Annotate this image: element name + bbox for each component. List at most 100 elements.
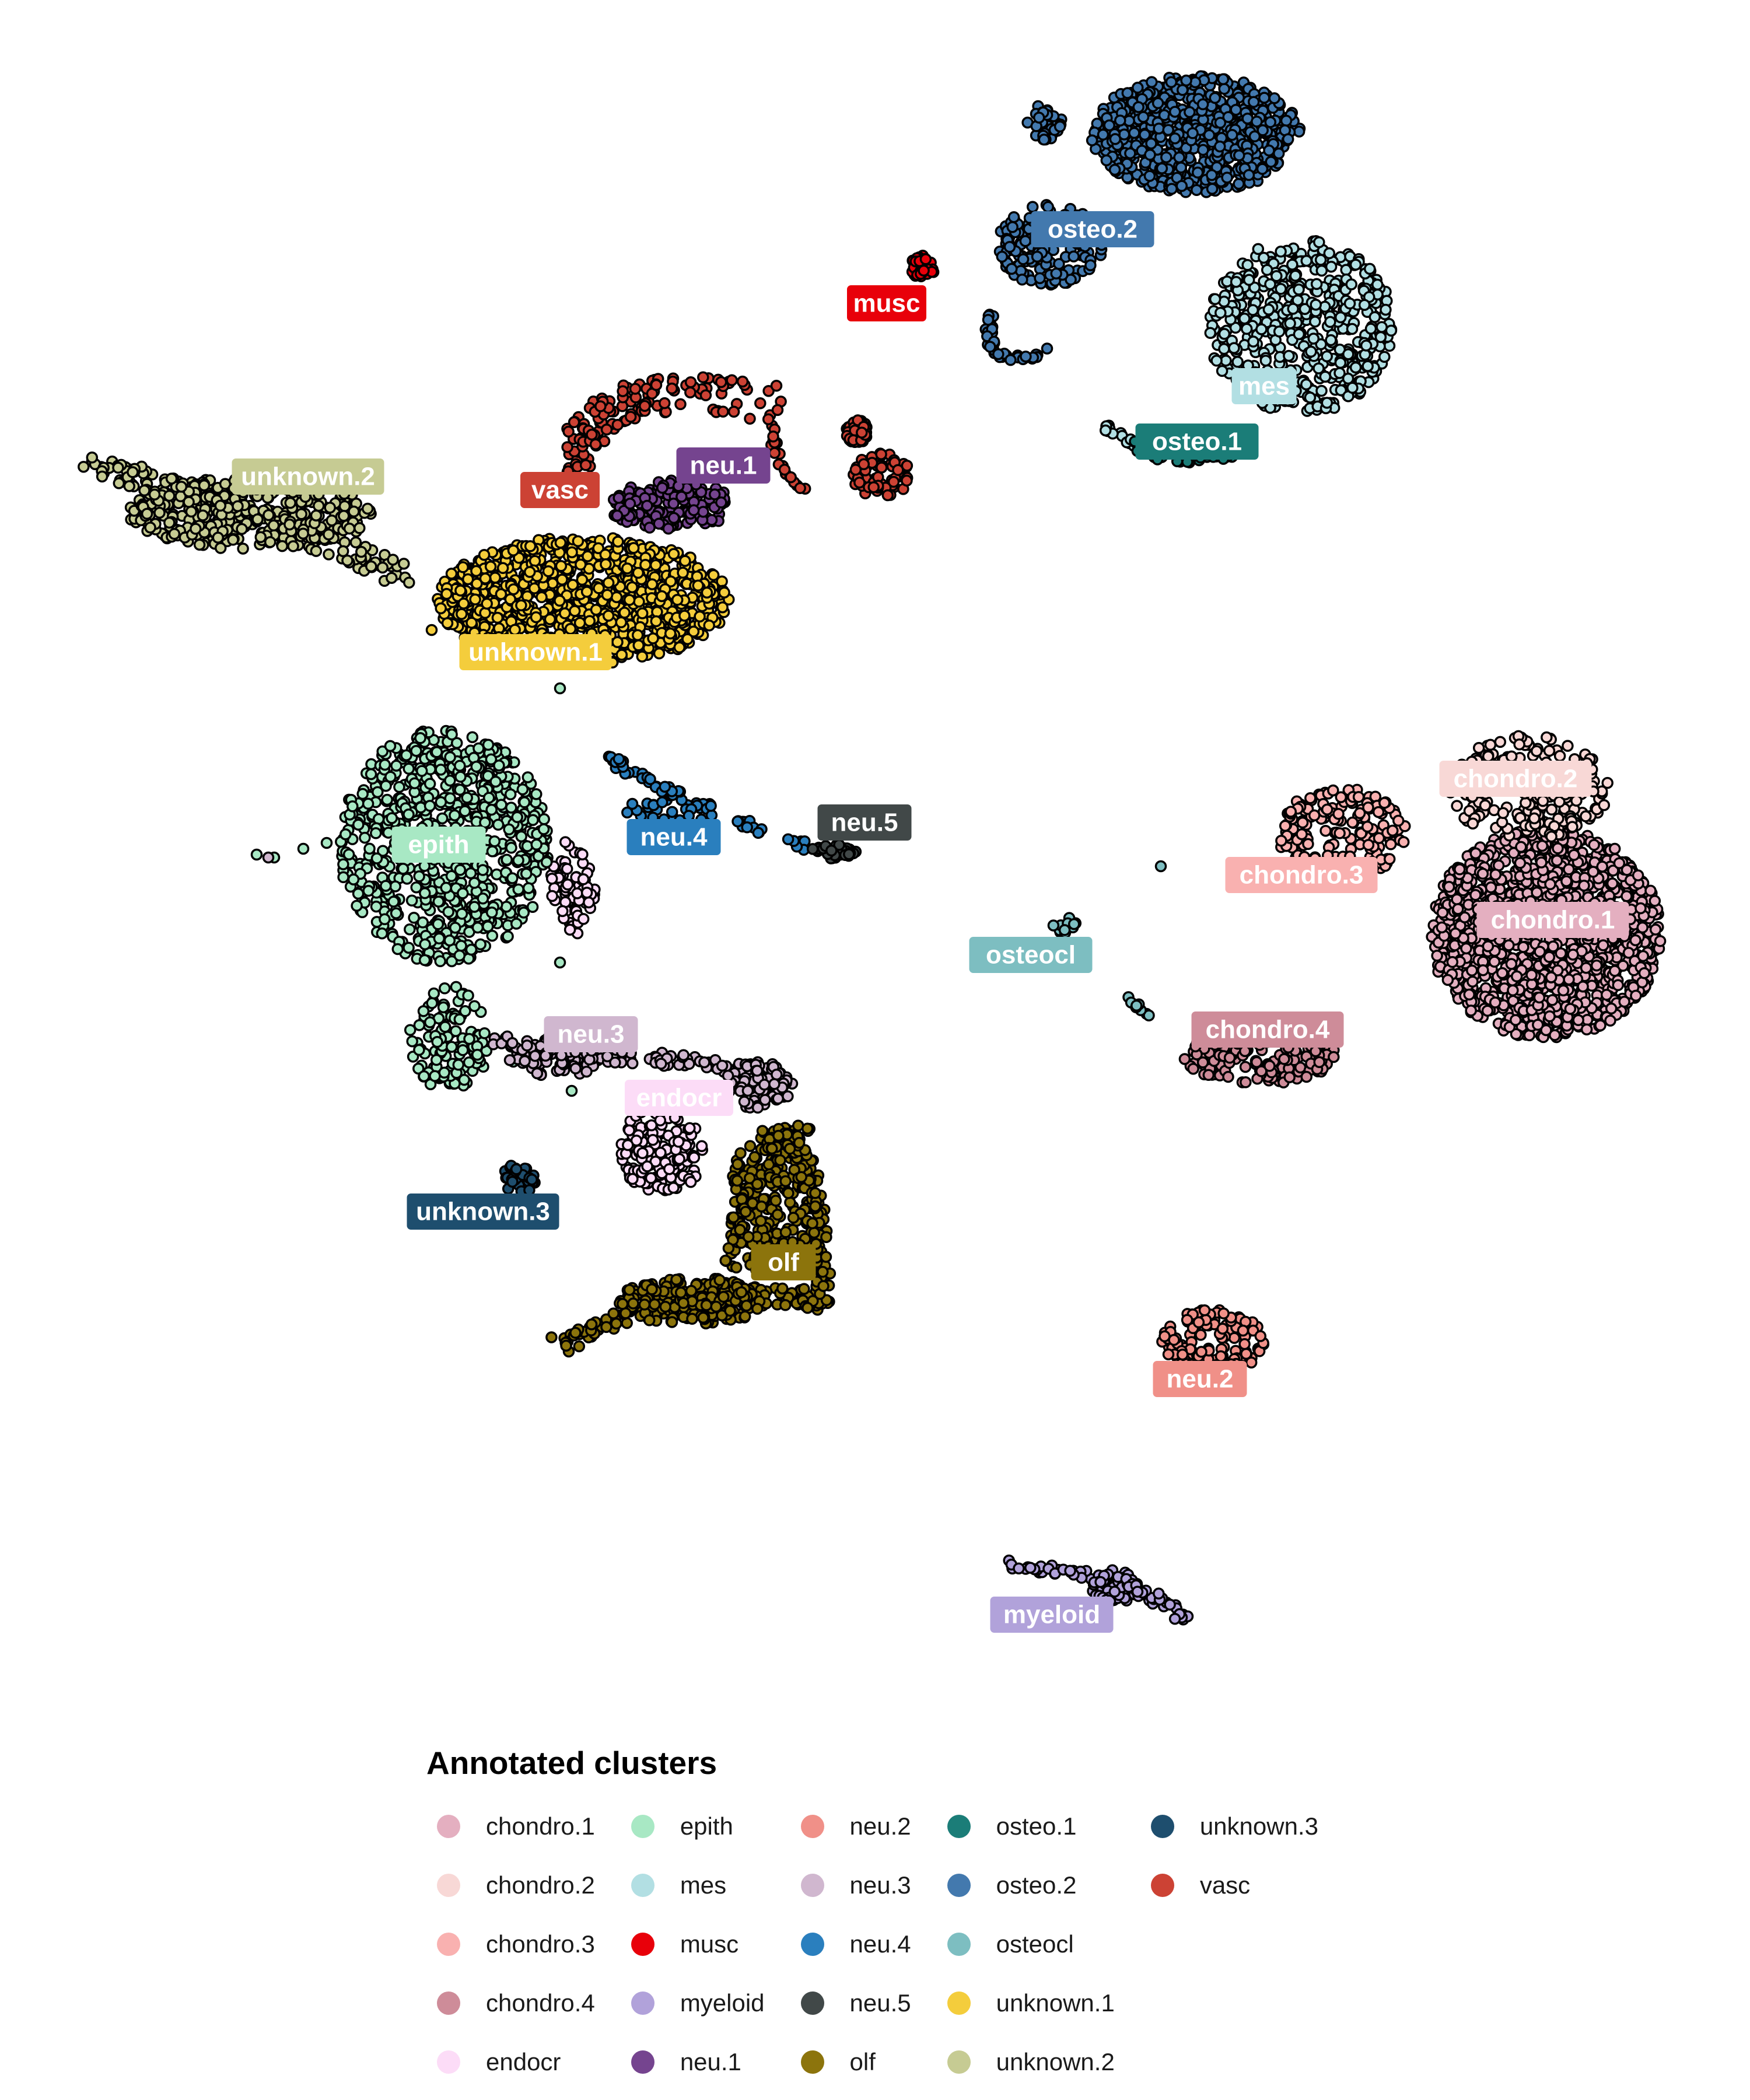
data-point bbox=[1644, 884, 1657, 897]
data-point bbox=[1578, 879, 1590, 892]
data-point bbox=[759, 1094, 771, 1106]
data-point bbox=[654, 1114, 667, 1126]
data-point bbox=[1361, 820, 1374, 833]
data-point bbox=[1541, 731, 1553, 744]
data-point bbox=[1496, 967, 1508, 979]
data-point bbox=[820, 1231, 832, 1243]
data-point bbox=[391, 943, 404, 956]
data-point bbox=[560, 1339, 572, 1352]
data-point bbox=[1454, 863, 1466, 876]
data-point bbox=[390, 760, 402, 772]
data-point bbox=[1476, 867, 1489, 880]
data-point bbox=[1577, 980, 1589, 993]
data-point bbox=[610, 1317, 622, 1330]
data-point bbox=[454, 771, 467, 783]
data-point bbox=[1371, 278, 1384, 291]
data-point bbox=[1300, 378, 1312, 391]
data-point bbox=[1240, 323, 1253, 335]
data-point bbox=[337, 871, 349, 884]
data-point bbox=[531, 1067, 544, 1080]
data-point bbox=[688, 504, 700, 516]
data-point bbox=[554, 682, 566, 695]
data-point bbox=[1514, 857, 1527, 869]
data-point bbox=[1304, 391, 1317, 404]
data-point bbox=[1600, 989, 1613, 1001]
data-point bbox=[443, 934, 456, 947]
data-point bbox=[1436, 907, 1449, 919]
data-point bbox=[612, 752, 625, 765]
data-point bbox=[1346, 382, 1359, 394]
data-point bbox=[1630, 989, 1642, 1002]
data-point bbox=[1376, 321, 1388, 333]
data-point bbox=[477, 864, 489, 876]
data-point bbox=[418, 954, 431, 967]
data-point bbox=[370, 900, 383, 913]
data-point bbox=[387, 895, 400, 908]
data-point bbox=[1342, 348, 1354, 360]
data-point bbox=[1259, 354, 1272, 367]
data-point bbox=[1451, 893, 1463, 905]
data-point bbox=[359, 831, 371, 844]
data-point bbox=[512, 883, 524, 895]
data-point bbox=[626, 1172, 639, 1185]
data-point bbox=[262, 851, 275, 864]
data-point bbox=[478, 1027, 491, 1040]
data-point bbox=[428, 987, 440, 1000]
data-point bbox=[1368, 311, 1381, 323]
data-point bbox=[1241, 259, 1254, 271]
data-point bbox=[320, 836, 333, 849]
data-point bbox=[1320, 824, 1332, 837]
data-point bbox=[1302, 838, 1314, 850]
data-point bbox=[843, 848, 855, 860]
data-point bbox=[1094, 1576, 1107, 1588]
data-point bbox=[489, 775, 502, 788]
data-point bbox=[1315, 384, 1328, 397]
data-point bbox=[434, 955, 446, 968]
data-point bbox=[697, 506, 709, 518]
data-point bbox=[417, 1005, 430, 1017]
data-point bbox=[1214, 1350, 1227, 1363]
data-point bbox=[798, 1283, 810, 1295]
data-point bbox=[1346, 323, 1359, 335]
data-point bbox=[722, 1069, 734, 1082]
data-point bbox=[485, 906, 498, 919]
data-point bbox=[1384, 838, 1397, 850]
data-point bbox=[432, 895, 445, 908]
data-point bbox=[1217, 1307, 1230, 1320]
data-point bbox=[440, 881, 452, 894]
data-point bbox=[1321, 397, 1334, 409]
data-point bbox=[1250, 1056, 1263, 1068]
data-point bbox=[1275, 246, 1287, 258]
data-point bbox=[1580, 961, 1592, 974]
data-point bbox=[918, 264, 930, 277]
data-point bbox=[471, 1048, 484, 1061]
data-point bbox=[461, 792, 473, 804]
data-point bbox=[1465, 1005, 1477, 1017]
data-point bbox=[351, 900, 363, 912]
data-point bbox=[1580, 810, 1592, 822]
data-point bbox=[1431, 950, 1443, 962]
data-point bbox=[1604, 1014, 1616, 1027]
data-point bbox=[455, 940, 467, 952]
data-point bbox=[611, 509, 624, 522]
data-point bbox=[1557, 984, 1570, 997]
data-point bbox=[522, 882, 535, 894]
data-point bbox=[389, 880, 401, 892]
data-point bbox=[782, 833, 794, 845]
data-point bbox=[402, 942, 415, 954]
data-point bbox=[479, 816, 491, 829]
data-point bbox=[1238, 312, 1251, 325]
data-point bbox=[771, 1068, 783, 1081]
data-point bbox=[1638, 967, 1651, 979]
data-point bbox=[453, 949, 466, 962]
data-point bbox=[1319, 370, 1332, 383]
data-point bbox=[1013, 1562, 1025, 1574]
data-point bbox=[1489, 996, 1502, 1009]
data-point bbox=[771, 1208, 784, 1221]
data-point bbox=[1560, 875, 1573, 887]
data-point bbox=[1296, 816, 1309, 829]
data-point bbox=[577, 913, 590, 925]
data-point bbox=[493, 760, 505, 772]
data-point bbox=[1466, 964, 1478, 977]
